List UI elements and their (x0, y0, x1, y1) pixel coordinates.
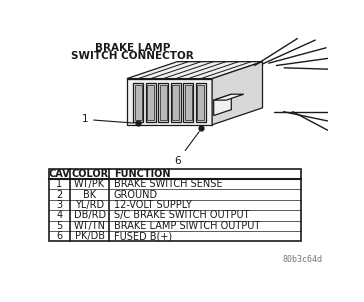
Text: COLOR: COLOR (71, 169, 108, 179)
Text: PK/DB: PK/DB (75, 231, 105, 241)
Bar (147, 85, 154, 120)
Text: GROUND: GROUND (114, 190, 158, 200)
Bar (183, 83, 193, 122)
Text: WT/TN: WT/TN (74, 221, 106, 231)
Polygon shape (127, 62, 262, 79)
Text: 1: 1 (56, 179, 63, 189)
Text: FUNCTION: FUNCTION (114, 169, 170, 179)
Bar (197, 85, 204, 120)
Text: CAV: CAV (49, 169, 70, 179)
Text: 6: 6 (56, 231, 63, 241)
Text: WT/PK: WT/PK (74, 179, 105, 189)
Text: DB/RD: DB/RD (74, 210, 106, 220)
Text: BRAKE LAMP SIWTCH OUTPUT: BRAKE LAMP SIWTCH OUTPUT (114, 221, 260, 231)
Bar (171, 83, 181, 122)
Bar (158, 83, 168, 122)
Bar (160, 85, 167, 120)
Text: YL/RD: YL/RD (75, 200, 104, 210)
Text: BRAKE SWITCH SENSE: BRAKE SWITCH SENSE (114, 179, 222, 189)
Text: SWITCH CONNECTOR: SWITCH CONNECTOR (71, 51, 194, 61)
Bar (49, 169, 301, 241)
Text: 3: 3 (56, 200, 63, 210)
Bar (172, 85, 179, 120)
Text: S/C BRAKE SWITCH OUTPUT: S/C BRAKE SWITCH OUTPUT (114, 210, 249, 220)
Polygon shape (214, 94, 231, 116)
Bar (185, 85, 192, 120)
Text: FUSED B(+): FUSED B(+) (114, 231, 172, 241)
Polygon shape (212, 62, 262, 125)
Polygon shape (214, 94, 244, 100)
Bar (135, 85, 142, 120)
Text: 6: 6 (174, 132, 199, 165)
Bar (146, 83, 156, 122)
Bar (196, 83, 206, 122)
Bar (133, 83, 143, 122)
Text: 80b3c64d: 80b3c64d (283, 255, 323, 264)
Text: BK: BK (83, 190, 96, 200)
Text: 12-VOLT SUPPLY: 12-VOLT SUPPLY (114, 200, 191, 210)
Text: 2: 2 (56, 190, 63, 200)
Polygon shape (127, 79, 212, 125)
Text: 5: 5 (56, 221, 63, 231)
Text: 4: 4 (56, 210, 63, 220)
Text: BRAKE LAMP: BRAKE LAMP (95, 43, 170, 53)
Text: 1: 1 (82, 114, 134, 124)
